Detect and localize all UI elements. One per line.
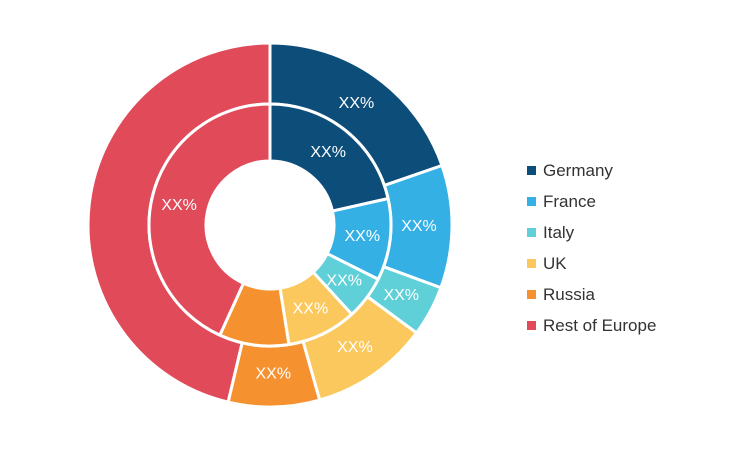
legend-item-rest-of-europe: Rest of Europe xyxy=(527,310,656,341)
inner-label-germany: XX% xyxy=(310,144,346,161)
inner-slice-germany xyxy=(268,102,390,213)
legend-swatch xyxy=(527,197,536,206)
outer-label-russia: XX% xyxy=(255,365,291,382)
legend-swatch xyxy=(527,321,536,330)
outer-label-italy: XX% xyxy=(383,287,419,304)
legend-item-russia: Russia xyxy=(527,279,656,310)
inner-label-uk: XX% xyxy=(293,300,329,317)
legend-swatch xyxy=(527,259,536,268)
legend-swatch xyxy=(527,290,536,299)
legend-label: France xyxy=(543,191,596,211)
outer-label-france: XX% xyxy=(401,218,437,235)
legend-item-france: France xyxy=(527,186,656,217)
legend-item-italy: Italy xyxy=(527,217,656,248)
legend-item-germany: Germany xyxy=(527,155,656,186)
legend-label: Rest of Europe xyxy=(543,315,657,335)
outer-label-germany: XX% xyxy=(339,95,375,112)
inner-slice-rest-of-europe xyxy=(147,102,272,337)
legend-swatch xyxy=(527,228,536,237)
legend-label: UK xyxy=(543,253,567,273)
chart-legend: Germany France Italy UK Russia Rest of E… xyxy=(527,155,656,341)
legend-label: Italy xyxy=(543,222,575,242)
legend-label: Germany xyxy=(543,160,613,180)
legend-item-uk: UK xyxy=(527,248,656,279)
inner-label-france: XX% xyxy=(345,228,381,245)
inner-label-italy: XX% xyxy=(326,273,362,290)
outer-label-uk: XX% xyxy=(337,339,373,356)
legend-swatch xyxy=(527,166,536,175)
inner-label-rest-of-europe: XX% xyxy=(161,197,197,214)
legend-label: Russia xyxy=(543,284,595,304)
